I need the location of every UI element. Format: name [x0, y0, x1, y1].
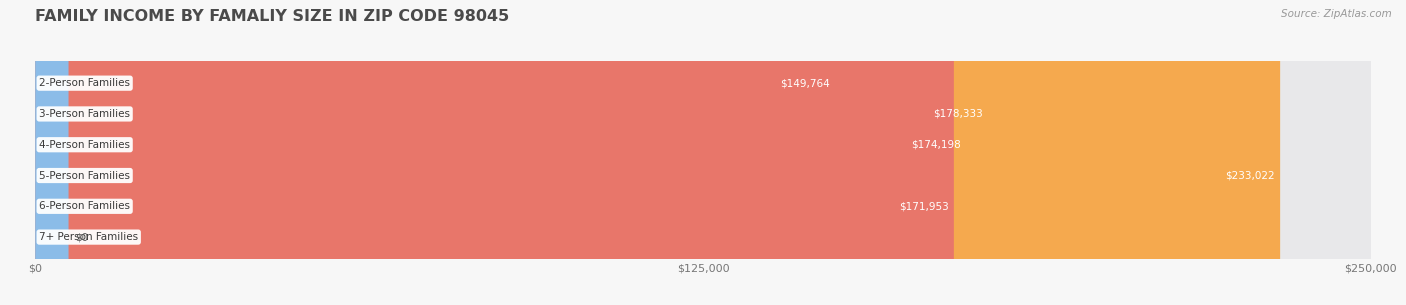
- Text: $149,764: $149,764: [780, 78, 830, 88]
- FancyBboxPatch shape: [35, 0, 1371, 305]
- Text: Source: ZipAtlas.com: Source: ZipAtlas.com: [1281, 9, 1392, 19]
- FancyBboxPatch shape: [35, 0, 835, 305]
- FancyBboxPatch shape: [35, 0, 1371, 305]
- FancyBboxPatch shape: [35, 0, 966, 305]
- FancyBboxPatch shape: [35, 0, 69, 305]
- FancyBboxPatch shape: [35, 0, 988, 305]
- Text: $171,953: $171,953: [898, 201, 949, 211]
- Text: 2-Person Families: 2-Person Families: [39, 78, 131, 88]
- FancyBboxPatch shape: [35, 0, 1279, 305]
- Text: $233,022: $233,022: [1225, 170, 1275, 181]
- Text: $178,333: $178,333: [932, 109, 983, 119]
- Text: $0: $0: [75, 232, 89, 242]
- Text: 5-Person Families: 5-Person Families: [39, 170, 131, 181]
- Text: 3-Person Families: 3-Person Families: [39, 109, 131, 119]
- Text: 7+ Person Families: 7+ Person Families: [39, 232, 138, 242]
- FancyBboxPatch shape: [35, 0, 1371, 305]
- Text: FAMILY INCOME BY FAMALIY SIZE IN ZIP CODE 98045: FAMILY INCOME BY FAMALIY SIZE IN ZIP COD…: [35, 9, 509, 24]
- FancyBboxPatch shape: [35, 0, 1371, 305]
- Text: 4-Person Families: 4-Person Families: [39, 140, 131, 150]
- FancyBboxPatch shape: [35, 0, 1371, 305]
- Text: $174,198: $174,198: [911, 140, 960, 150]
- Text: 6-Person Families: 6-Person Families: [39, 201, 131, 211]
- FancyBboxPatch shape: [35, 0, 953, 305]
- FancyBboxPatch shape: [35, 0, 1371, 305]
